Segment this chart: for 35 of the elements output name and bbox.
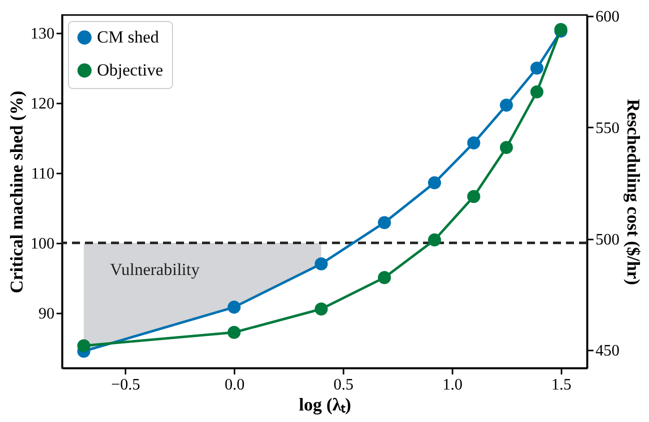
x-axis-title: log (λₜ) [298,394,352,414]
point [500,98,513,112]
point [467,190,480,204]
point [530,85,544,98]
y-tick-label: 130 [30,26,54,43]
point [77,339,90,352]
y-tick-label: 110 [31,165,54,182]
legend-label: Objective [97,60,164,80]
legend-label: CM shed [97,28,160,46]
x-tick-label: 1.5 [551,376,572,394]
point [378,216,391,230]
point [428,176,442,190]
point [500,141,513,154]
point [530,62,544,75]
x-tick-label: −0.5 [111,376,140,394]
y2-tick-label: 600 [596,8,620,26]
x-tick-label: 0.0 [224,376,245,394]
annotation: Vulnerability [110,260,200,279]
point [378,271,391,284]
point [467,136,480,150]
x-tick-label: 1.0 [442,376,462,394]
point [228,300,241,314]
point [314,302,328,316]
x-tick-label: 0.5 [334,376,354,394]
point [228,326,241,339]
y-tick-label: 100 [30,235,54,252]
point [314,257,328,270]
y-axis-title: Critical machine shed (%) [6,90,26,294]
y2-axis-title: Rescheduling cost ($/hr) [624,99,644,285]
y2-tick-label: 500 [596,231,620,248]
y-tick-label: 120 [30,96,54,113]
y2-tick-label: 550 [596,120,620,137]
y-tick-label: 90 [38,305,54,322]
y2-tick-label: 450 [596,342,620,360]
point [428,233,442,246]
